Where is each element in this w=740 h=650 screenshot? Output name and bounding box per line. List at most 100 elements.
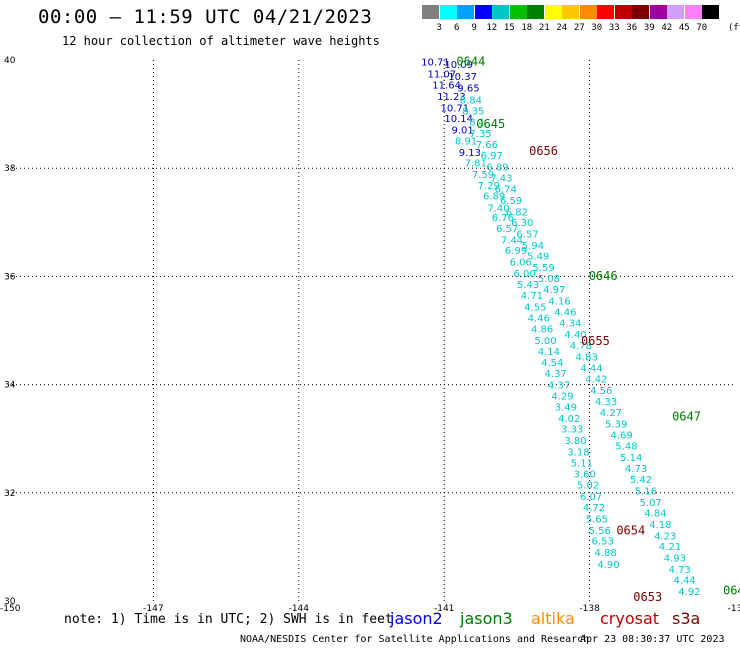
scale-swatch <box>614 5 632 19</box>
lat-tick-label: 30 <box>4 597 16 607</box>
lon-tick-label: -13 <box>728 604 740 614</box>
map-title: 00:00 – 11:59 UTC 04/21/2023 <box>38 6 373 28</box>
lat-tick-label: 36 <box>4 272 16 282</box>
scale-swatch <box>544 5 562 19</box>
wave-height-value: 4.73 <box>625 464 647 475</box>
wave-height-value: 4.21 <box>659 542 681 553</box>
scale-swatch <box>597 5 614 19</box>
wave-height-value: 3.49 <box>555 403 577 414</box>
wave-height-value: 6.99 <box>505 246 527 257</box>
wave-height-value: 4.84 <box>644 509 666 520</box>
color-scale-unit: (ft) <box>728 23 740 33</box>
wave-height-value: 5.14 <box>620 453 642 464</box>
legend-jason2: jason2 <box>390 609 443 628</box>
lon-tick-label: -150 <box>0 604 21 614</box>
wave-height-value: 10.37 <box>448 72 477 83</box>
wave-height-value: 7.66 <box>476 140 498 151</box>
pass-time-label: 0645 <box>476 117 505 131</box>
lon-tick-label: -138 <box>579 604 600 614</box>
wave-height-value: 5.43 <box>517 280 539 291</box>
wave-height-value: 6.97 <box>481 151 503 162</box>
scale-label: 6 <box>454 23 460 33</box>
lon-tick-label: -147 <box>143 604 163 614</box>
wave-height-value: 6.82 <box>506 207 528 218</box>
wave-height-value: 5.07 <box>640 498 662 509</box>
scale-swatch <box>457 5 474 19</box>
pass-time-label: 0646 <box>589 269 618 283</box>
wave-height-value: 5.42 <box>630 475 652 486</box>
wave-height-value: 4.29 <box>551 392 573 403</box>
wave-height-value: 4.16 <box>548 297 570 308</box>
wave-height-value: 4.72 <box>583 503 605 514</box>
scale-swatch <box>579 5 597 19</box>
wave-height-value: 4.46 <box>528 313 550 324</box>
wave-height-value: 6.89 <box>483 192 505 203</box>
lon-tick-label: -141 <box>434 604 454 614</box>
axis-labels: -150 -147 -144 -141 -138 -13 40 38 36 34 32 30 <box>0 56 740 614</box>
scale-label: 12 <box>486 23 498 33</box>
wave-height-value: 6.89 <box>486 162 508 173</box>
pass-time-label: 0653 <box>633 590 662 604</box>
wave-height-value: 4.73 <box>669 565 691 576</box>
wave-height-value: 6.30 <box>511 218 533 229</box>
wave-height-value: 9.65 <box>457 83 479 94</box>
wave-height-value: 7.35 <box>469 129 491 140</box>
scale-label: 70 <box>696 23 708 33</box>
wave-height-value: 4.56 <box>590 386 612 397</box>
scale-swatch <box>702 5 719 19</box>
wave-height-value: 10.71 <box>441 103 470 114</box>
scale-swatch <box>562 5 579 19</box>
wave-height-value: 4.27 <box>600 408 622 419</box>
scale-label: 9 <box>471 23 477 33</box>
wave-height-value: 6.57 <box>496 224 518 235</box>
wave-height-value: 9.13 <box>459 148 481 159</box>
wave-height-value: 5.02 <box>577 480 599 491</box>
wave-height-value: 4.88 <box>594 548 616 559</box>
wave-height-value: 4.34 <box>559 319 581 330</box>
wave-height-value: 10.71 <box>421 57 450 68</box>
wave-height-value: 4.83 <box>576 352 598 363</box>
wave-height-value: 5.48 <box>615 442 637 453</box>
wave-height-value: 5.00 <box>534 336 556 347</box>
scale-label: 3 <box>436 23 442 33</box>
pass-time-labels: 0644 0645 0656 0646 0655 0647 0654 0653 0648 <box>456 54 740 604</box>
wave-height-value: 10.09 <box>444 60 473 71</box>
wave-height-value: 3.33 <box>561 425 583 436</box>
wave-height-value: 6.00 <box>514 269 536 280</box>
wave-height-value: 5.16 <box>635 486 657 497</box>
scale-label: 39 <box>643 23 655 33</box>
wave-height-value: 6.57 <box>516 229 538 240</box>
wave-height-value: 5.11 <box>571 458 593 469</box>
lat-lon-grid <box>8 60 735 601</box>
wave-height-value: 4.44 <box>580 364 602 375</box>
pass-time-label: 0656 <box>529 144 558 158</box>
wave-height-value: 4.69 <box>610 431 632 442</box>
lat-tick-label: 40 <box>4 56 16 66</box>
wave-height-value: 8.1 <box>469 117 485 128</box>
legend-cryosat: cryosat <box>600 609 660 628</box>
wave-height-value: 4.92 <box>678 587 700 598</box>
wave-height-value: 10.14 <box>444 114 473 125</box>
pass-time-label: 0655 <box>581 334 610 348</box>
wave-height-value: 8.35 <box>462 107 484 118</box>
lon-tick-label: -144 <box>289 604 310 614</box>
wave-height-value: 4.97 <box>543 285 565 296</box>
legend-jason3: jason3 <box>460 609 513 628</box>
wave-height-value: 5.59 <box>532 263 554 274</box>
wave-height-value: 6.76 <box>492 213 514 224</box>
wave-height-value: 6.06 <box>510 258 532 269</box>
lat-tick-label: 34 <box>4 381 16 391</box>
pass-time-label: 0648 <box>723 584 740 598</box>
map-subtitle: 12 hour collection of altimeter wave hei… <box>62 34 380 48</box>
wave-height-value: 4.14 <box>538 347 560 358</box>
scale-label: 18 <box>521 23 533 33</box>
scale-label: 30 <box>591 23 603 33</box>
scale-label: 24 <box>556 23 568 33</box>
pass-time-label: 0644 <box>456 54 485 68</box>
wave-height-value: 4.40 <box>564 330 586 341</box>
scale-swatch <box>632 5 649 19</box>
wave-height-value: 6.07 <box>580 492 602 503</box>
wave-height-value: 4.44 <box>673 576 695 587</box>
wave-height-value: 4.33 <box>595 397 617 408</box>
